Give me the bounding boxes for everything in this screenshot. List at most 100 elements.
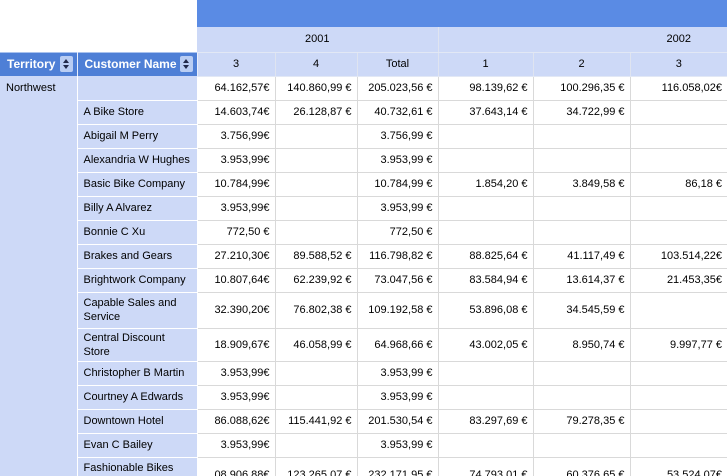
value-cell: 3.849,58 €	[533, 172, 631, 197]
customer-cell: Christopher B Martin	[77, 361, 198, 386]
value-cell: 201.530,54 €	[357, 409, 439, 434]
customer-cell: Alexandria W Hughes	[77, 148, 198, 173]
value-cell: 53.524,07€	[630, 457, 727, 476]
table-row: Billy A Alvarez 3.953,99€ 3.953,99 €	[0, 196, 727, 221]
value-cell	[630, 100, 727, 125]
value-cell: 10.784,99€	[197, 172, 276, 197]
value-cell	[630, 361, 727, 386]
value-cell	[275, 196, 358, 221]
value-cell: 46.058,99 €	[275, 328, 358, 362]
table-row: Downtown Hotel 86.088,62€ 115.441,92 €201.…	[0, 409, 727, 434]
table-row: A Bike Store 14.603,74€ 26.128,87 €40.732,…	[0, 100, 727, 125]
value-cell	[438, 220, 534, 245]
value-cell: 79.278,35 €	[533, 409, 631, 434]
value-cell: 83.584,94 €	[438, 268, 534, 293]
value-cell: 76.802,38 €	[275, 292, 358, 329]
column-header: Total	[357, 52, 439, 77]
value-cell: 123.265,07 €	[275, 457, 358, 476]
table-row: Fashionable Bikes and Accessories08.906,…	[0, 457, 727, 476]
value-cell: 08.906,88€	[197, 457, 276, 476]
value-cell: 3.953,99€	[197, 385, 276, 410]
value-cell: 21.453,35€	[630, 268, 727, 293]
table-row: Basic Bike Company 10.784,99€ 10.784,99 €1…	[0, 172, 727, 197]
value-cell	[438, 148, 534, 173]
value-cell	[438, 361, 534, 386]
territory-cell: Northwest	[0, 76, 78, 476]
sort-up-down-icon[interactable]	[59, 56, 73, 73]
value-cell: 74.793,01 €	[438, 457, 534, 476]
value-cell: 13.614,37 €	[533, 268, 631, 293]
value-cell	[533, 124, 631, 149]
customer-cell: Central Discount Store	[77, 328, 198, 362]
value-cell: 34.545,59 €	[533, 292, 631, 329]
value-cell: 3.953,99€	[197, 433, 276, 458]
customer-cell: Courtney A Edwards	[77, 385, 198, 410]
blank-corner	[0, 27, 197, 52]
value-cell	[533, 148, 631, 173]
value-cell	[630, 220, 727, 245]
value-cell: 3.953,99 €	[357, 385, 439, 410]
territory-header: Territory	[0, 51, 78, 76]
value-cell: 205.023,56 €	[357, 76, 439, 101]
column-header: 3	[197, 52, 276, 77]
value-cell: 8.950,74 €	[533, 328, 631, 362]
value-cell	[630, 292, 727, 329]
value-cell: 3.756,99 €	[357, 124, 439, 149]
value-cell	[630, 124, 727, 149]
value-cell: 3.953,99€	[197, 148, 276, 173]
table-row: Brakes and Gears 27.210,30€ 89.588,52 €116…	[0, 244, 727, 269]
value-cell: 14.603,74€	[197, 100, 276, 125]
value-cell: 64.968,66 €	[357, 328, 439, 362]
value-cell: 1.854,20 €	[438, 172, 534, 197]
value-cell	[275, 220, 358, 245]
value-cell: 10.807,64€	[197, 268, 276, 293]
top-band	[197, 0, 727, 27]
value-cell: 3.953,99 €	[357, 433, 439, 458]
table-row: Capable Sales and Service 32.390,20€ 76.80…	[0, 292, 727, 329]
value-cell: 140.860,99 €	[275, 76, 358, 101]
value-cell: 18.909,67€	[197, 328, 276, 362]
value-cell	[275, 172, 358, 197]
value-cell: 100.296,35 €	[533, 76, 631, 101]
value-cell: 3.953,99 €	[357, 196, 439, 221]
customer-name-header: Customer Name	[77, 51, 198, 76]
customer-cell: Bonnie C Xu	[77, 220, 198, 245]
value-cell: 9.997,77 €	[630, 328, 727, 362]
value-cell: 86.088,62€	[197, 409, 276, 434]
customer-cell: Basic Bike Company	[77, 172, 198, 197]
value-cell: 26.128,87 €	[275, 100, 358, 125]
value-cell: 3.756,99€	[197, 124, 276, 149]
year-band-row: 2001 2002	[0, 27, 727, 53]
table-row: Northwest 64.162,57€ 140.860,99 €205.023,5…	[0, 76, 727, 476]
value-cell: 73.047,56 €	[357, 268, 439, 293]
value-cell: 83.297,69 €	[438, 409, 534, 434]
value-cell: 60.376,65 €	[533, 457, 631, 476]
territory-header-label: Territory	[7, 57, 56, 72]
value-cell	[438, 124, 534, 149]
value-cell	[533, 433, 631, 458]
top-band-row	[0, 0, 727, 27]
value-cell: 64.162,57€	[197, 76, 276, 101]
value-cell	[533, 220, 631, 245]
value-cell	[533, 385, 631, 410]
column-header: 4	[275, 52, 358, 77]
customer-cell: Downtown Hotel	[77, 409, 198, 434]
value-cell	[275, 124, 358, 149]
value-cell: 86,18 €	[630, 172, 727, 197]
value-cell: 34.722,99 €	[533, 100, 631, 125]
value-cell	[275, 361, 358, 386]
sort-up-down-icon[interactable]	[179, 56, 193, 73]
value-cell	[630, 196, 727, 221]
value-cell: 3.953,99 €	[357, 361, 439, 386]
customer-cell: Fashionable Bikes and Accessories	[77, 457, 198, 476]
customer-cell: Billy A Alvarez	[77, 196, 198, 221]
customer-cell: Abigail M Perry	[77, 124, 198, 149]
customer-cell: A Bike Store	[77, 100, 198, 125]
value-cell	[630, 385, 727, 410]
value-cell: 109.192,58 €	[357, 292, 439, 329]
table-row: Abigail M Perry 3.756,99€ 3.756,99 €	[0, 124, 727, 149]
value-cell: 62.239,92 €	[275, 268, 358, 293]
value-cell: 3.953,99 €	[357, 148, 439, 173]
table-row: Central Discount Store 18.909,67€ 46.058,9…	[0, 328, 727, 362]
